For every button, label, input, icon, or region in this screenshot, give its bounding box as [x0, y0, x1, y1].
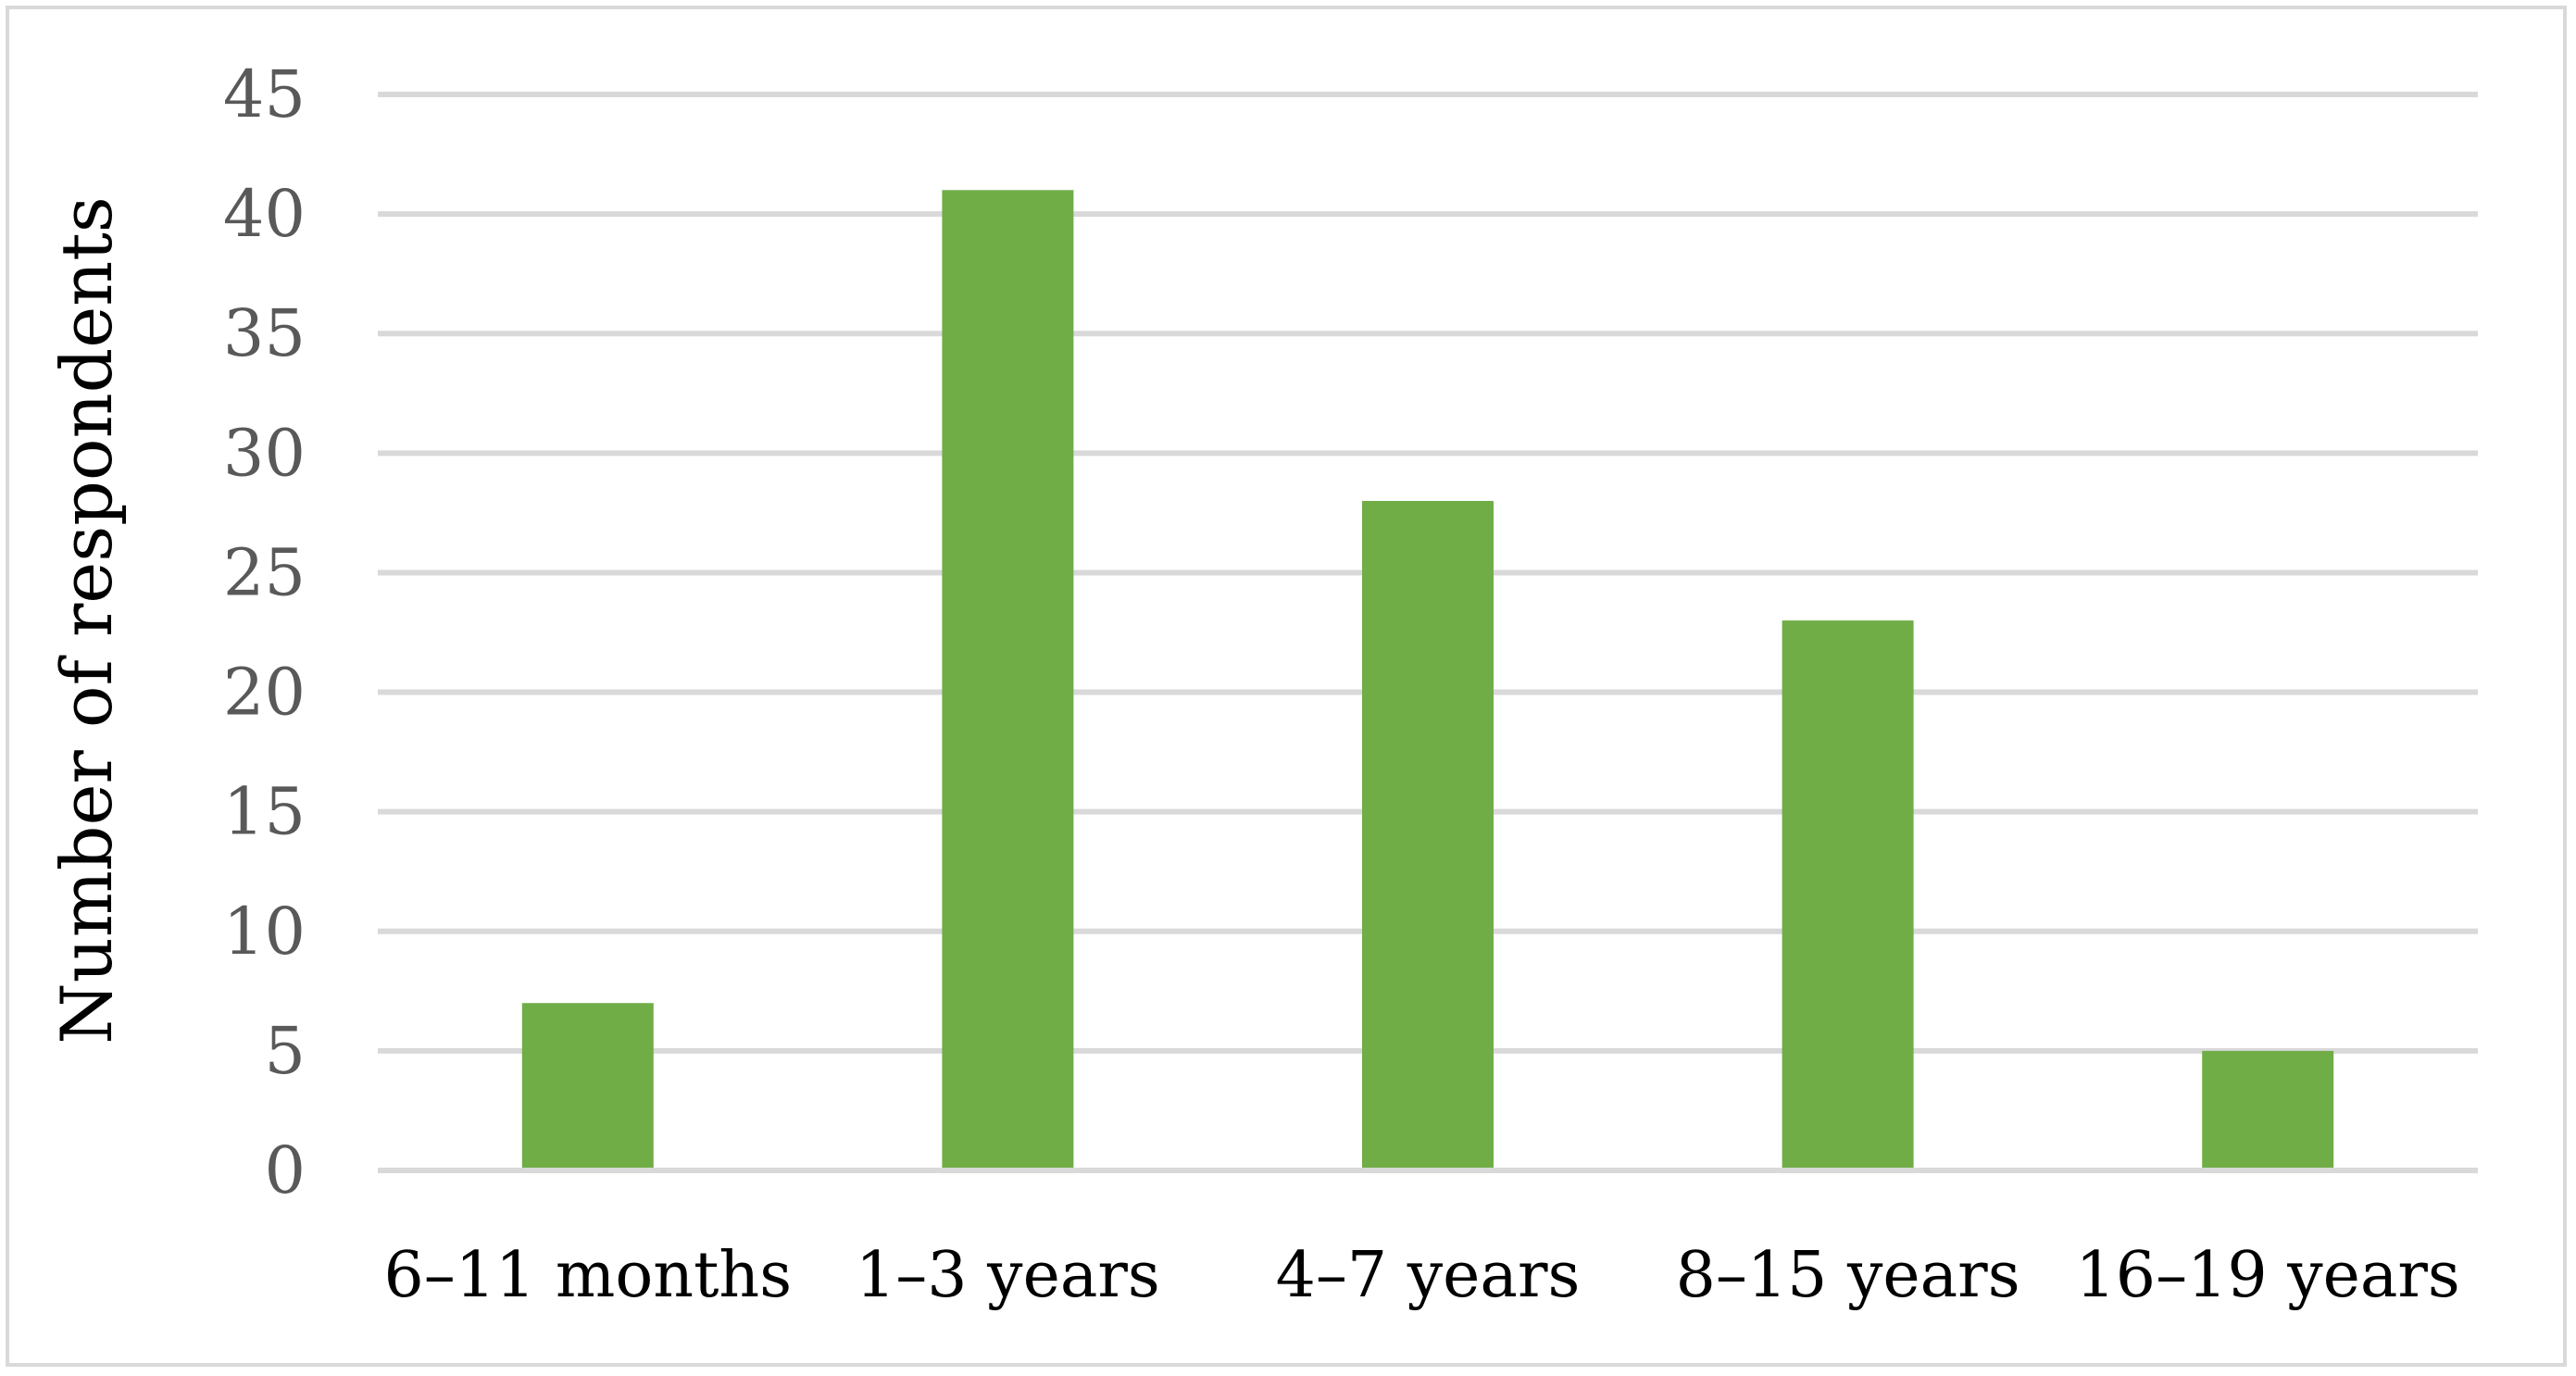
x-category-label: 6–11 months — [383, 1239, 792, 1312]
chart-frame — [6, 6, 2567, 1367]
x-category-label: 16–19 years — [2076, 1239, 2460, 1312]
x-axis-labels: 6–11 months 1–3 years 4–7 years 8–15 years 1… — [383, 1239, 2459, 1312]
y-tick-label: 35 — [223, 295, 306, 371]
y-tick-label: 0 — [264, 1132, 306, 1208]
bar — [1362, 500, 1494, 1170]
bars — [521, 190, 2334, 1170]
y-tick-label: 45 — [223, 56, 306, 132]
gridlines — [378, 92, 2478, 1054]
bar — [942, 190, 1074, 1170]
y-tick-label: 30 — [223, 415, 306, 491]
y-tick-label: 10 — [223, 894, 306, 969]
y-axis-title: Number of respondents — [45, 196, 128, 1044]
y-tick-label: 5 — [264, 1013, 306, 1089]
y-axis-ticks: 0 5 10 15 20 25 30 35 40 45 — [223, 56, 306, 1208]
x-category-label: 1–3 years — [856, 1239, 1160, 1312]
x-category-label: 4–7 years — [1276, 1239, 1581, 1312]
y-tick-label: 15 — [223, 774, 306, 850]
bar — [2202, 1050, 2334, 1170]
bar — [1782, 620, 1914, 1170]
y-tick-label: 40 — [223, 176, 306, 252]
y-tick-label: 20 — [223, 655, 306, 731]
y-tick-label: 25 — [223, 534, 306, 610]
x-category-label: 8–15 years — [1676, 1239, 2020, 1312]
bar — [521, 1003, 654, 1170]
